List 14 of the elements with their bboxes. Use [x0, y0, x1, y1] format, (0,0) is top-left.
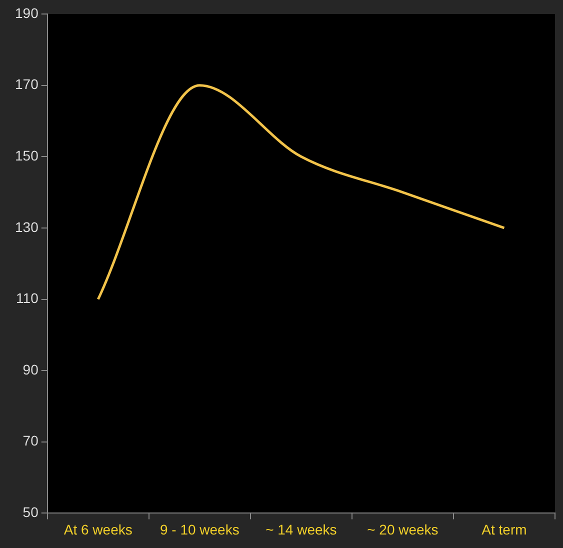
x-tick-label: ~ 20 weeks	[367, 521, 438, 538]
y-tick-label: 150	[15, 147, 39, 164]
y-tick-label: 110	[16, 290, 39, 306]
x-tick-label: At term	[482, 521, 527, 538]
x-tick-label: ~ 14 weeks	[266, 521, 337, 538]
x-tick-label: 9 - 10 weeks	[160, 521, 240, 538]
y-tick-label: 170	[15, 76, 39, 92]
y-tick-label: 50	[22, 504, 39, 520]
y-tick-label: 70	[22, 432, 39, 449]
y-tick-label: 90	[22, 361, 39, 378]
line-series	[96, 84, 506, 301]
x-tick-label: At 6 weeks	[64, 521, 132, 538]
y-tick-label: 190	[15, 4, 39, 21]
y-tick-label: 130	[15, 218, 39, 235]
